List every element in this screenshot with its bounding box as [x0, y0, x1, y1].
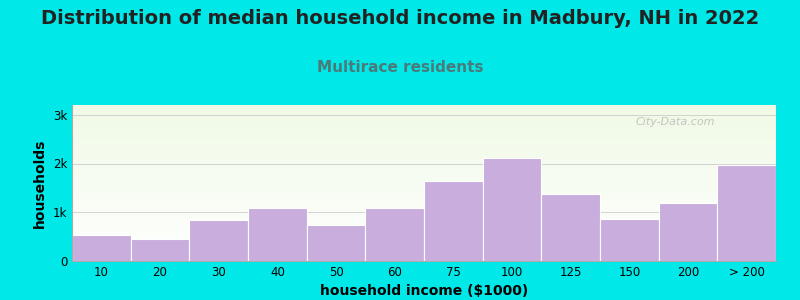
Y-axis label: households: households: [34, 138, 47, 228]
Bar: [658, 203, 718, 261]
Bar: [718, 165, 776, 261]
Bar: [542, 194, 600, 261]
Bar: [72, 235, 130, 261]
Bar: [366, 208, 424, 261]
Bar: [600, 219, 658, 261]
Text: Multirace residents: Multirace residents: [317, 60, 483, 75]
X-axis label: household income ($1000): household income ($1000): [320, 284, 528, 298]
Text: City-Data.com: City-Data.com: [635, 118, 714, 128]
Bar: [248, 208, 306, 261]
Bar: [424, 181, 482, 261]
Bar: [306, 225, 366, 261]
Bar: [190, 220, 248, 261]
Text: Distribution of median household income in Madbury, NH in 2022: Distribution of median household income …: [41, 9, 759, 28]
Bar: [482, 158, 542, 261]
Bar: [130, 238, 190, 261]
